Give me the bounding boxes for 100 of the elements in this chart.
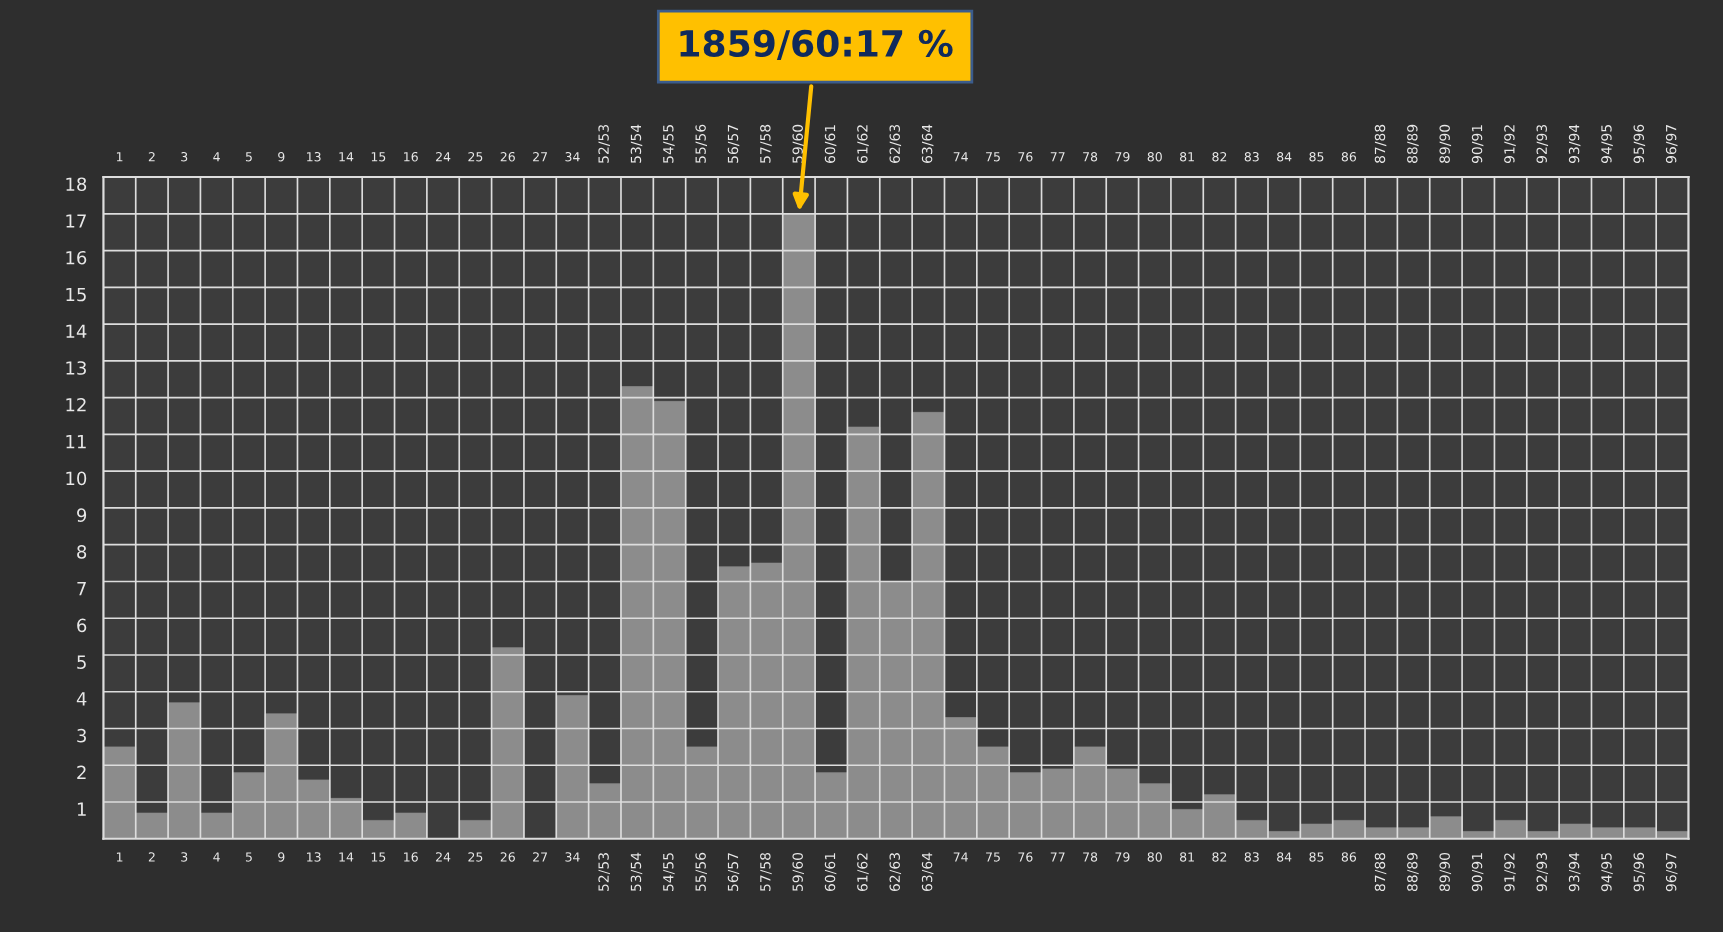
category-label: 85 [1309,152,1324,162]
x-tick-label: 16 [404,852,418,862]
x-tick-label: 55/56 [695,852,707,891]
category-label: 60/61 [824,125,837,163]
category-label: 62/63 [889,124,902,163]
category-label: 59/60 [792,124,805,163]
y-tick-label: 1 [77,802,86,816]
category-label: 90/91 [1471,125,1484,164]
y-tick-label: 13 [66,361,86,375]
category-label: 84 [1277,152,1292,162]
y-tick-label: 15 [66,287,86,302]
category-label: 79 [1115,152,1130,162]
category-label: 3 [181,152,188,162]
x-tick-label: 27 [533,852,547,862]
x-tick-label: 24 [436,852,451,862]
category-label: 80 [1147,152,1162,162]
category-label: 15 [371,152,386,162]
y-tick-label: 4 [76,692,87,706]
x-tick-label: 59/60 [792,852,805,891]
category-label: 55/56 [695,124,707,163]
x-tick-label: 54/55 [663,853,675,891]
x-tick-label: 95/96 [1633,852,1646,892]
y-tick-label: 14 [66,324,87,338]
category-label: 75 [986,152,1000,162]
x-tick-label: 75 [986,852,1000,862]
category-label: 91/92 [1504,125,1516,164]
y-tick-label: 11 [66,434,86,449]
x-tick-label: 62/63 [889,853,902,892]
x-tick-label: 92/93 [1536,853,1549,892]
x-tick-label: 81 [1180,852,1194,862]
annotation: 1859/60:17 % [680,29,953,60]
y-tick-label: 6 [77,618,87,633]
x-tick-label: 4 [213,852,220,862]
y-tick-label: 5 [77,655,86,669]
category-label: 63/64 [921,124,934,163]
category-label: 25 [468,152,483,162]
category-label: 53/54 [630,124,643,163]
x-tick-label: 88/89 [1407,852,1419,892]
category-label: 74 [953,152,968,162]
y-tick-label: 9 [77,508,87,522]
x-tick-label: 76 [1018,852,1033,862]
x-tick-label: 13 [307,852,321,862]
x-tick-label: 80 [1147,852,1162,862]
x-tick-label: 83 [1244,852,1259,862]
category-label: 4 [213,152,220,162]
x-tick-label: 79 [1115,852,1130,862]
x-tick-label: 26 [500,852,515,862]
x-tick-label: 15 [371,852,386,862]
y-tick-label: 16 [66,250,87,265]
x-tick-label: 34 [565,852,580,862]
x-tick-label: 52/53 [598,853,610,891]
category-label: 27 [533,152,547,162]
x-tick-label: 87/88 [1374,852,1387,892]
y-tick-label: 8 [77,545,87,559]
category-label: 14 [339,152,354,162]
category-label: 82 [1212,152,1227,162]
x-tick-label: 74 [953,852,968,862]
x-tick-label: 89/90 [1439,852,1452,892]
category-label: 87/88 [1374,124,1387,163]
category-label: 89/90 [1439,124,1452,163]
category-label: 81 [1180,152,1194,162]
x-tick-label: 78 [1083,852,1098,862]
x-tick-label: 94/95 [1601,853,1613,892]
category-label: 16 [404,152,418,162]
category-label: 94/95 [1601,125,1613,164]
category-label: 86 [1341,152,1357,162]
category-label: 78 [1083,152,1098,162]
x-tick-label: 57/58 [760,852,772,891]
y-tick-label: 2 [77,765,86,779]
x-tick-label: 96/97 [1665,853,1678,892]
category-label: 92/93 [1536,124,1549,164]
x-tick-label: 53/54 [630,852,643,891]
x-tick-label: 5 [245,852,252,862]
x-tick-label: 90/91 [1471,853,1484,892]
x-tick-label: 2 [148,852,155,862]
category-label: 9 [278,152,285,162]
category-label: 77 [1050,152,1065,162]
y-tick-label: 17 [66,214,86,228]
category-label: 96/97 [1665,125,1678,164]
category-label: 93/94 [1568,124,1581,164]
x-tick-label: 14 [339,852,354,862]
category-label: 1 [116,152,123,162]
category-label: 76 [1018,152,1033,162]
category-label: 61/62 [857,125,869,163]
category-label: 57/58 [760,124,772,163]
y-tick-label: 7 [77,582,86,596]
x-tick-label: 86 [1341,852,1357,862]
x-tick-label: 77 [1050,852,1065,862]
category-label: 88/89 [1407,124,1419,163]
x-tick-label: 82 [1212,852,1227,862]
x-tick-label: 93/94 [1568,852,1581,892]
category-label: 56/57 [727,125,740,163]
x-tick-label: 91/92 [1504,853,1516,892]
category-label: 24 [436,152,451,162]
category-label: 52/53 [598,124,610,163]
x-tick-label: 84 [1277,852,1292,862]
category-label: 34 [565,152,580,162]
y-tick-label: 12 [66,397,86,412]
category-label: 95/96 [1633,124,1646,164]
x-tick-label: 60/61 [824,853,837,892]
